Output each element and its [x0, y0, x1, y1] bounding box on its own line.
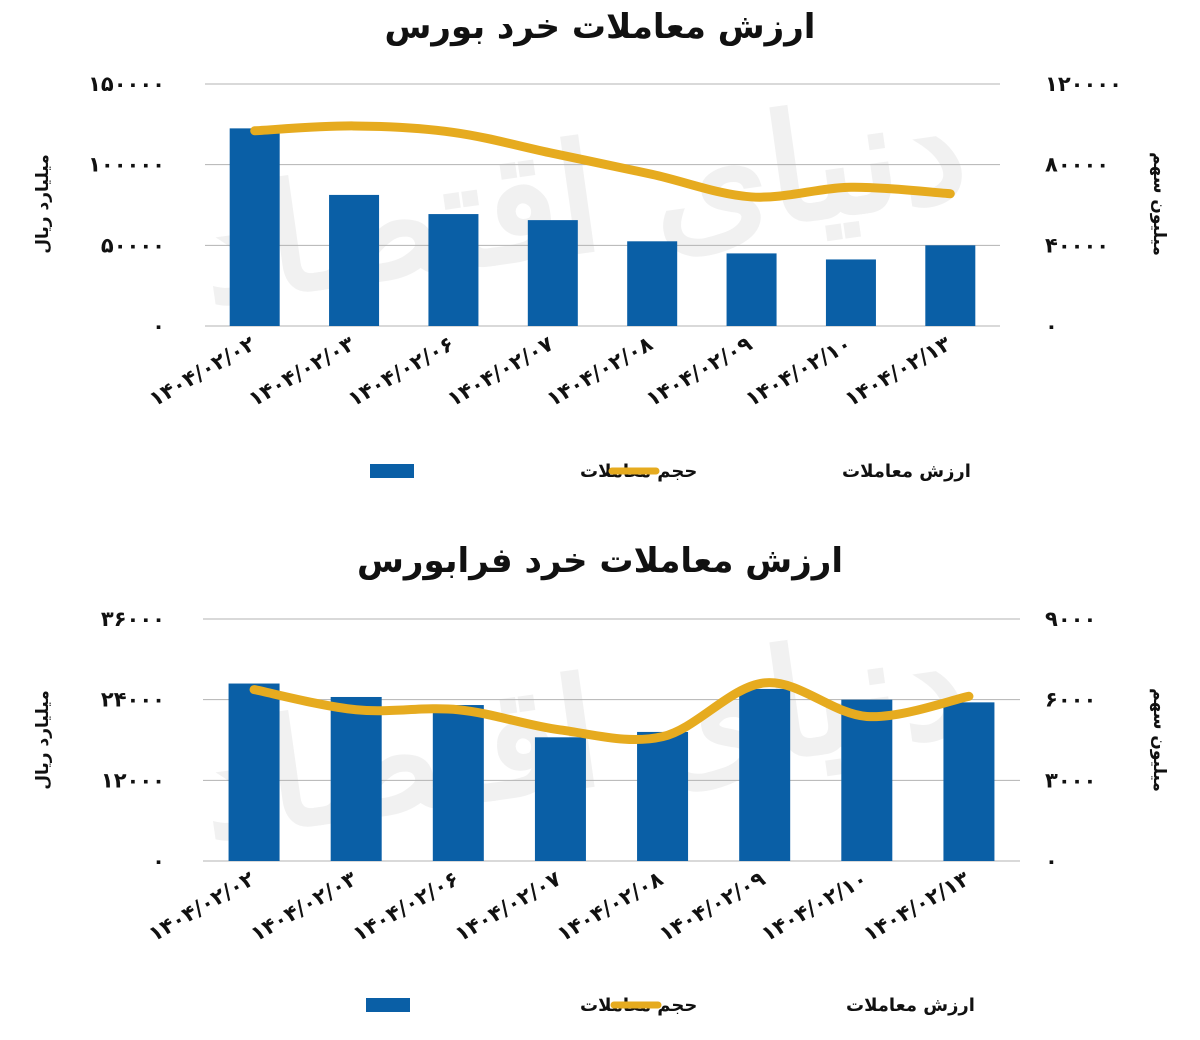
bar [726, 253, 777, 326]
chart-title: ارزش معاملات خرد فرابورس [357, 541, 843, 581]
category-labels: ۱۴۰۴/۰۲/۰۲۱۴۰۴/۰۲/۰۳۱۴۰۴/۰۲/۰۶۱۴۰۴/۰۲/۰۷… [145, 331, 955, 411]
bar-series [228, 683, 995, 861]
line-series [249, 678, 974, 745]
category-label: ۱۴۰۴/۰۲/۰۲ [145, 331, 259, 411]
legend-bar-swatch [370, 464, 414, 478]
category-label: ۱۴۰۴/۰۲/۰۷ [451, 866, 565, 946]
right-tick-label: ۱۲۰۰۰۰ [1045, 72, 1122, 96]
bar [627, 241, 678, 326]
bar [739, 688, 791, 861]
bar [329, 194, 380, 326]
category-labels: ۱۴۰۴/۰۲/۰۲۱۴۰۴/۰۲/۰۳۱۴۰۴/۰۲/۰۶۱۴۰۴/۰۲/۰۷… [144, 866, 973, 946]
line-series [250, 121, 955, 202]
category-label: ۱۴۰۴/۰۲/۰۸ [553, 866, 667, 946]
right-axis-label: میلیون سهم [1149, 688, 1169, 792]
category-label: ۱۴۰۴/۰۲/۰۸ [543, 331, 657, 411]
category-label: ۱۴۰۴/۰۲/۰۶ [344, 332, 458, 412]
category-label: ۱۴۰۴/۰۲/۰۲ [144, 866, 258, 946]
bar [534, 737, 586, 861]
left-tick-label: ۱۵۰۰۰۰ [88, 72, 165, 96]
bar [527, 220, 578, 326]
chart-farabourse: دنیای اقتصاد ارزش معاملات خرد فرابورس ۰۱… [33, 541, 1169, 1016]
category-label: ۱۴۰۴/۰۲/۱۰ [757, 867, 871, 947]
bar [432, 705, 484, 861]
right-tick-label: ۰ [1045, 849, 1058, 873]
chart-bourse: دنیای اقتصاد ارزش معاملات خرد بورس ۰۵۰۰۰… [33, 7, 1169, 482]
category-label: ۱۴۰۴/۰۲/۱۰ [741, 332, 855, 412]
right-tick-label: ۴۰۰۰۰ [1045, 233, 1109, 257]
right-tick-label: ۶۰۰۰ [1045, 688, 1096, 712]
left-tick-label: ۰ [152, 849, 165, 873]
left-axis-label: میلیارد ریال [33, 690, 53, 789]
category-label: ۱۴۰۴/۰۲/۰۹ [642, 331, 756, 411]
left-tick-label: ۵۰۰۰۰ [101, 233, 165, 257]
category-label: ۱۴۰۴/۰۲/۰۳ [244, 331, 358, 411]
left-axis-label: میلیارد ریال [33, 154, 53, 253]
legend: حجم معاملات ارزش معاملات [366, 995, 975, 1016]
legend: حجم معاملات ارزش معاملات [370, 461, 971, 482]
legend-line-label: ارزش معاملات [842, 461, 971, 482]
chart-title: ارزش معاملات خرد بورس [385, 7, 816, 47]
bar [825, 259, 876, 326]
category-label: ۱۴۰۴/۰۲/۱۳ [859, 866, 973, 946]
category-label: ۱۴۰۴/۰۲/۰۳ [247, 866, 361, 946]
right-tick-label: ۳۰۰۰ [1045, 768, 1096, 792]
legend-bar-swatch [366, 998, 410, 1012]
left-tick-label: ۱۰۰۰۰۰ [88, 153, 165, 177]
category-label: ۱۴۰۴/۰۲/۰۹ [655, 866, 769, 946]
right-axis-ticks: ۰ ۴۰۰۰۰ ۸۰۰۰۰ ۱۲۰۰۰۰ [1045, 72, 1122, 338]
left-tick-label: ۲۴۰۰۰ [101, 688, 165, 712]
left-tick-label: ۱۲۰۰۰ [101, 768, 165, 792]
bar [228, 683, 280, 861]
bar [925, 245, 976, 326]
bar-series [229, 128, 976, 326]
category-label: ۱۴۰۴/۰۲/۰۷ [443, 331, 557, 411]
left-axis-ticks: ۰ ۵۰۰۰۰ ۱۰۰۰۰۰ ۱۵۰۰۰۰ [88, 72, 165, 338]
left-axis-ticks: ۰ ۱۲۰۰۰ ۲۴۰۰۰ ۳۶۰۰۰ [101, 607, 165, 873]
bar [637, 731, 689, 861]
bar [330, 696, 382, 861]
bar [943, 702, 995, 861]
right-tick-label: ۹۰۰۰ [1045, 607, 1096, 631]
value-line [249, 678, 974, 745]
category-label: ۱۴۰۴/۰۲/۱۳ [841, 331, 955, 411]
category-label: ۱۴۰۴/۰۲/۰۶ [349, 867, 463, 947]
bar [229, 128, 280, 326]
left-tick-label: ۳۶۰۰۰ [101, 607, 165, 631]
value-line [250, 121, 955, 202]
bar [428, 214, 479, 326]
legend-line-label: ارزش معاملات [846, 995, 975, 1016]
right-axis-label: میلیون سهم [1149, 152, 1169, 256]
right-axis-ticks: ۰ ۳۰۰۰ ۶۰۰۰ ۹۰۰۰ [1045, 607, 1096, 873]
bar [841, 699, 893, 861]
right-tick-label: ۸۰۰۰۰ [1045, 153, 1109, 177]
left-tick-label: ۰ [152, 314, 165, 338]
right-tick-label: ۰ [1045, 314, 1058, 338]
